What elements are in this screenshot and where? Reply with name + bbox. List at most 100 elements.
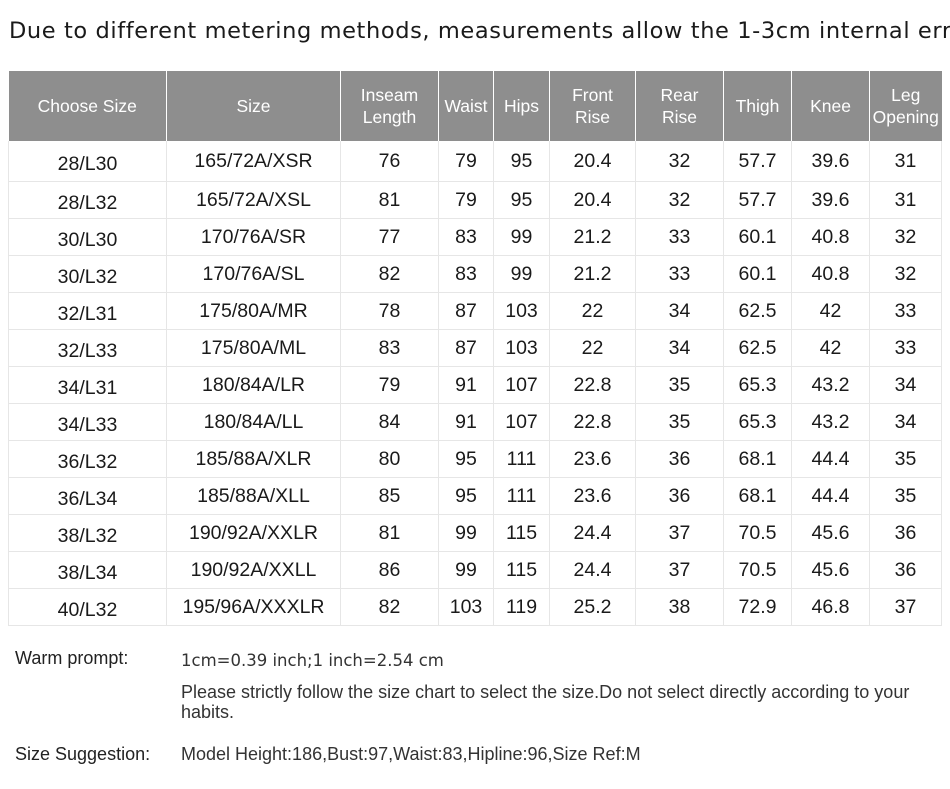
table-row: 36/L34 185/88A/XLL 85 95 111 23.6 36 68.1 44.4 35 bbox=[8, 477, 942, 515]
measurement-cell: 45.6 bbox=[791, 551, 870, 589]
measurement-cell: 72.9 bbox=[723, 588, 792, 626]
column-header: Waist bbox=[438, 71, 494, 141]
measurement-cell: 65.3 bbox=[723, 403, 792, 441]
column-header-label: Rise bbox=[574, 107, 610, 127]
measurement-cell: 34 bbox=[635, 329, 724, 367]
choose-size-cell: 40/L32 bbox=[8, 588, 167, 626]
measurement-cell: 62.5 bbox=[723, 329, 792, 367]
column-header-label: Length bbox=[362, 107, 417, 127]
measurement-cell: 87 bbox=[438, 292, 494, 330]
measurement-cell: 33 bbox=[869, 292, 942, 330]
measurement-cell: 37 bbox=[869, 588, 942, 626]
measurement-cell: 91 bbox=[438, 403, 494, 441]
column-header-label: Waist bbox=[444, 96, 488, 116]
measurement-cell: 103 bbox=[493, 292, 550, 330]
measurement-cell: 35 bbox=[635, 366, 724, 404]
measurement-cell: 83 bbox=[438, 255, 494, 293]
measurement-cell: 107 bbox=[493, 403, 550, 441]
measurement-cell: 36 bbox=[635, 440, 724, 478]
size-chart: Choose Size Size Inseam Length Waist Hips Fron… bbox=[8, 71, 942, 626]
measurement-cell: 22.8 bbox=[549, 403, 636, 441]
measurement-cell: 34 bbox=[869, 403, 942, 441]
measurement-cell: 65.3 bbox=[723, 366, 792, 404]
table-body: 28/L30 165/72A/XSR 76 79 95 20.4 32 57.7 39.6 31 2… bbox=[8, 141, 942, 626]
measurement-cell: 60.1 bbox=[723, 255, 792, 293]
measurement-cell: 79 bbox=[438, 141, 494, 182]
size-code-cell: 165/72A/XSR bbox=[166, 141, 341, 182]
measurement-cell: 46.8 bbox=[791, 588, 870, 626]
measurement-cell: 22 bbox=[549, 292, 636, 330]
measurement-cell: 36 bbox=[869, 551, 942, 589]
column-header: Inseam Length bbox=[340, 71, 439, 141]
measurement-cell: 60.1 bbox=[723, 218, 792, 256]
measurement-cell: 44.4 bbox=[791, 440, 870, 478]
measurement-cell: 95 bbox=[438, 440, 494, 478]
size-code-cell: 190/92A/XXLR bbox=[166, 514, 341, 552]
choose-size-cell: 38/L34 bbox=[8, 551, 167, 589]
measurement-cell: 99 bbox=[438, 514, 494, 552]
measurement-cell: 32 bbox=[869, 218, 942, 256]
measurement-cell: 42 bbox=[791, 329, 870, 367]
measurement-cell: 79 bbox=[340, 366, 439, 404]
measurement-cell: 81 bbox=[340, 514, 439, 552]
measurement-cell: 115 bbox=[493, 514, 550, 552]
column-header-label: Choose Size bbox=[37, 96, 137, 116]
measurement-cell: 79 bbox=[438, 181, 494, 219]
measurement-cell: 34 bbox=[869, 366, 942, 404]
choose-size-cell: 34/L33 bbox=[8, 403, 167, 441]
measurement-cell: 43.2 bbox=[791, 366, 870, 404]
measurement-cell: 99 bbox=[493, 255, 550, 293]
table-row: 40/L32 195/96A/XXXLR 82 103 119 25.2 38 72.9 46.… bbox=[8, 588, 942, 626]
column-header-label: Hips bbox=[503, 96, 539, 116]
measurement-cell: 22.8 bbox=[549, 366, 636, 404]
measurement-cell: 95 bbox=[438, 477, 494, 515]
measurement-cell: 20.4 bbox=[549, 141, 636, 182]
size-code-cell: 185/88A/XLR bbox=[166, 440, 341, 478]
measurement-cell: 23.6 bbox=[549, 440, 636, 478]
size-code-cell: 170/76A/SL bbox=[166, 255, 341, 293]
size-code-cell: 165/72A/XSL bbox=[166, 181, 341, 219]
table-row: 34/L33 180/84A/LL 84 91 107 22.8 35 65.3 43.2 34 bbox=[8, 403, 942, 441]
measurement-cell: 39.6 bbox=[791, 141, 870, 182]
table-row: 38/L32 190/92A/XXLR 81 99 115 24.4 37 70.5 45.6 3… bbox=[8, 514, 942, 552]
column-header: Thigh bbox=[723, 71, 792, 141]
size-code-cell: 170/76A/SR bbox=[166, 218, 341, 256]
measurement-cell: 111 bbox=[493, 440, 550, 478]
column-header: Size bbox=[166, 71, 341, 141]
measurement-cell: 33 bbox=[635, 218, 724, 256]
column-header-label: Leg bbox=[891, 85, 921, 105]
column-header-label: Size bbox=[236, 96, 271, 116]
column-header: Rear Rise bbox=[635, 71, 724, 141]
choose-size-cell: 28/L30 bbox=[8, 141, 167, 182]
measurement-cell: 68.1 bbox=[723, 440, 792, 478]
warm-prompt-label: Warm prompt: bbox=[15, 648, 129, 668]
measurement-cell: 76 bbox=[340, 141, 439, 182]
measurement-cell: 86 bbox=[340, 551, 439, 589]
measurement-cell: 21.2 bbox=[549, 255, 636, 293]
measurement-cell: 40.8 bbox=[791, 218, 870, 256]
table-row: 38/L34 190/92A/XXLL 86 99 115 24.4 37 70.5 45.6 3… bbox=[8, 551, 942, 589]
measurement-cell: 20.4 bbox=[549, 181, 636, 219]
size-code-cell: 185/88A/XLL bbox=[166, 477, 341, 515]
choose-size-cell: 32/L31 bbox=[8, 292, 167, 330]
column-header: Knee bbox=[791, 71, 870, 141]
measurement-cell: 77 bbox=[340, 218, 439, 256]
choose-size-cell: 30/L30 bbox=[8, 218, 167, 256]
measurement-cell: 115 bbox=[493, 551, 550, 589]
measurement-cell: 32 bbox=[635, 141, 724, 182]
measurement-cell: 62.5 bbox=[723, 292, 792, 330]
measurement-cell: 43.2 bbox=[791, 403, 870, 441]
column-header-label: Inseam bbox=[360, 85, 419, 105]
column-header-label: Rise bbox=[661, 107, 697, 127]
column-header: Front Rise bbox=[549, 71, 636, 141]
measurement-cell: 95 bbox=[493, 181, 550, 219]
measurement-cell: 40.8 bbox=[791, 255, 870, 293]
measurement-cell: 83 bbox=[340, 329, 439, 367]
column-header-label: Rear bbox=[660, 85, 699, 105]
measurement-cell: 99 bbox=[493, 218, 550, 256]
table-row: 28/L32 165/72A/XSL 81 79 95 20.4 32 57.7 39.6 31 bbox=[8, 181, 942, 219]
choose-size-cell: 28/L32 bbox=[8, 181, 167, 219]
measurement-cell: 33 bbox=[869, 329, 942, 367]
measurement-cell: 87 bbox=[438, 329, 494, 367]
measurement-cell: 68.1 bbox=[723, 477, 792, 515]
